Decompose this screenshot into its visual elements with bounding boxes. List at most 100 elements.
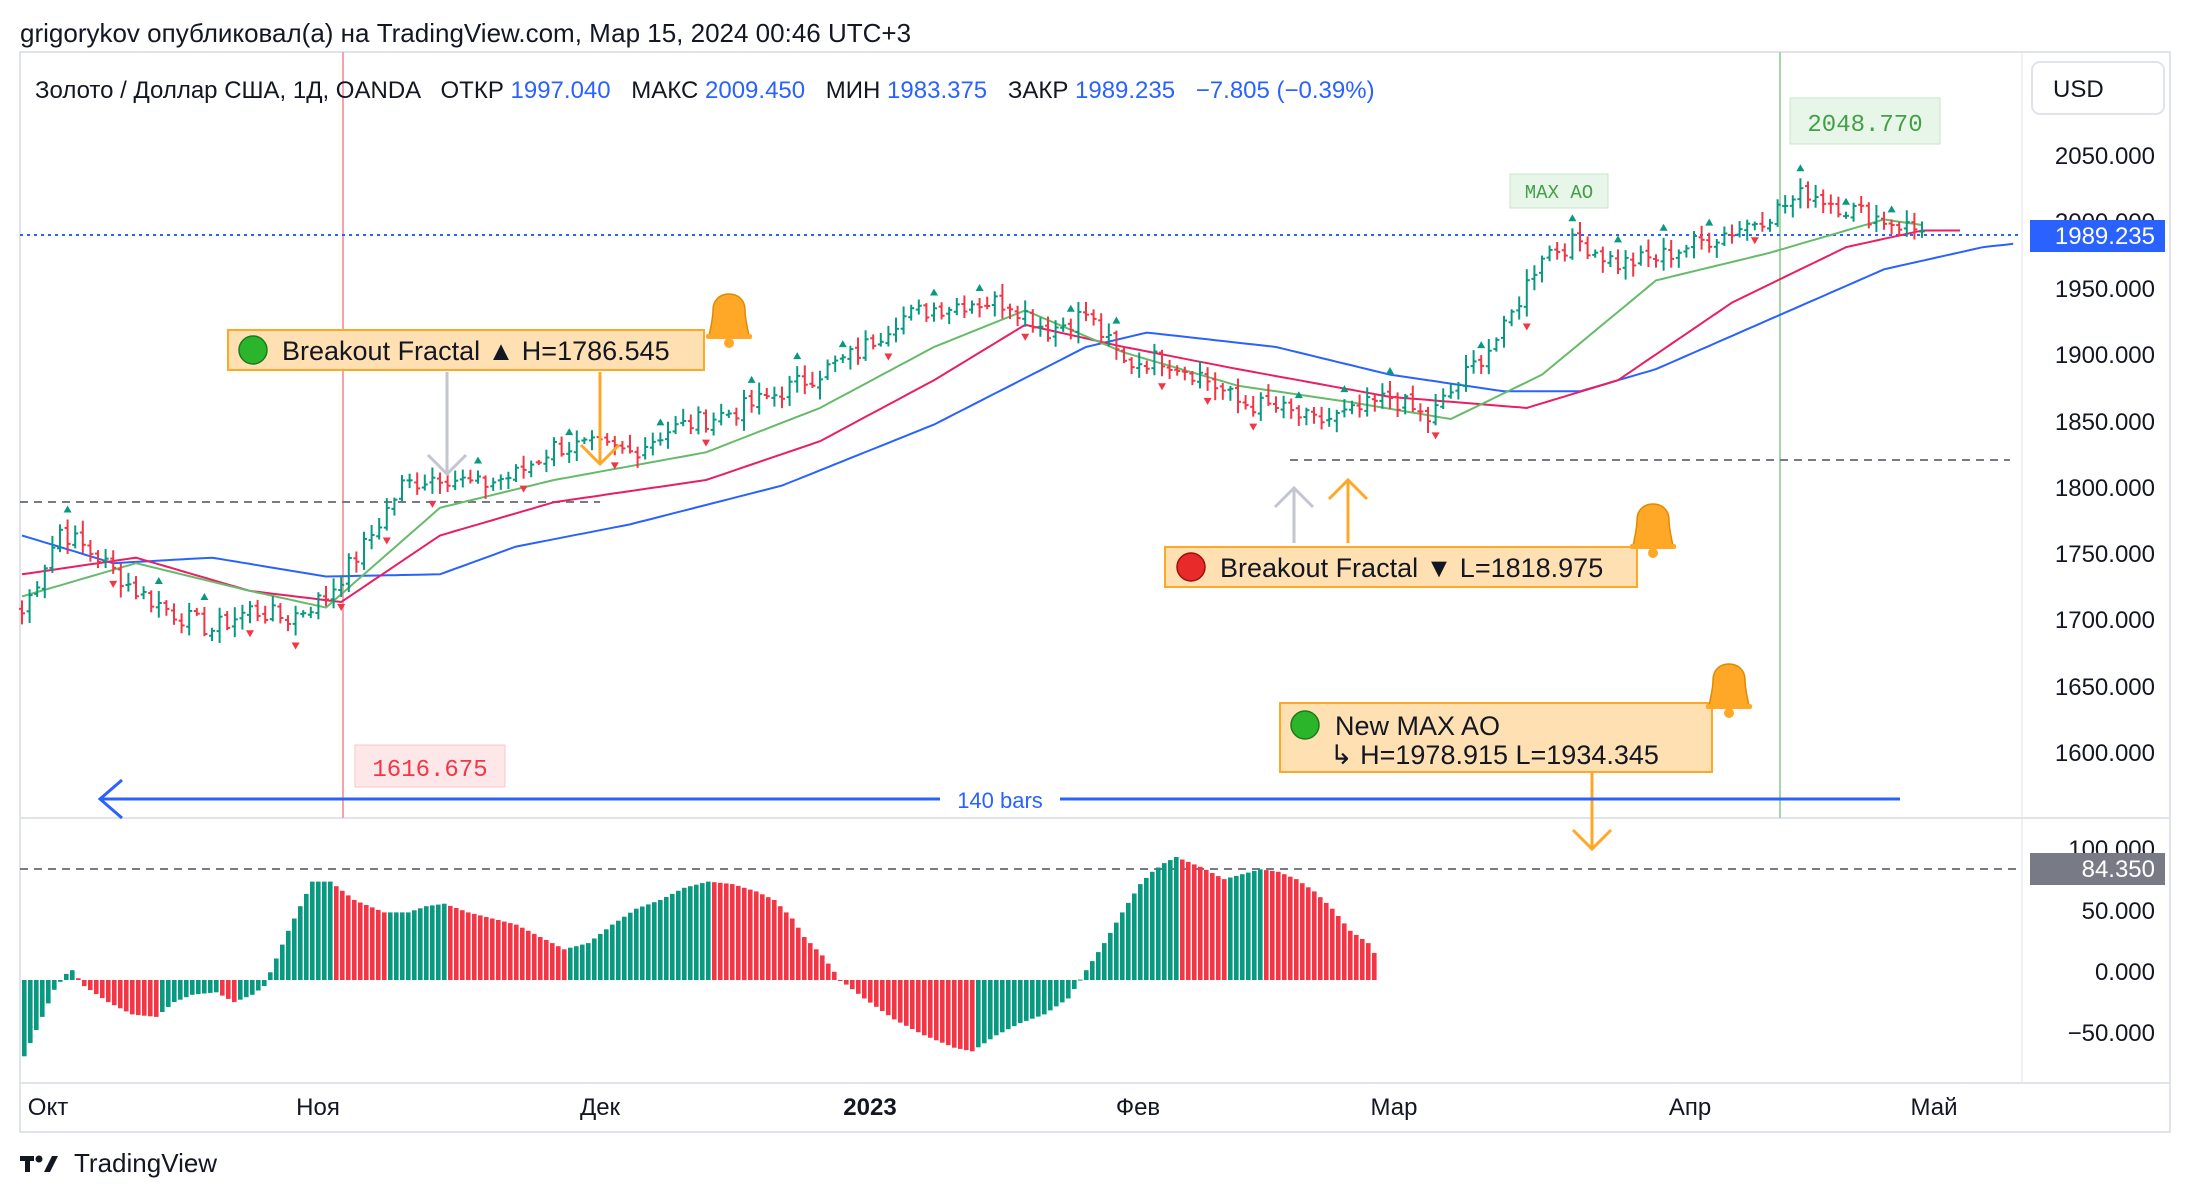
fractal-down-marker (109, 580, 118, 588)
price-bar (399, 474, 405, 502)
price-bar (490, 477, 497, 491)
ao-bar (1030, 980, 1035, 1019)
ma_red-line (21, 229, 1960, 604)
ao-bar (916, 980, 921, 1033)
ao-bar (508, 923, 513, 980)
candlesticks (19, 178, 1925, 643)
price-bar (665, 421, 671, 449)
price-bar (809, 371, 816, 389)
ao-bar (670, 893, 675, 980)
new-max-ao-annotation[interactable]: New MAX AO ↳ H=1978.915 L=1934.345 (1279, 702, 1713, 773)
price-bar (414, 472, 421, 495)
price-bar (923, 303, 930, 322)
time-tick: Фев (1116, 1094, 1160, 1121)
price-bar (558, 436, 565, 457)
ao-bar (904, 980, 909, 1026)
price-bar (855, 337, 861, 365)
price-bar (999, 283, 1006, 319)
price-bar (1189, 371, 1196, 386)
ao-bar (556, 946, 561, 980)
bell-icon[interactable] (706, 293, 752, 348)
price-bar (756, 382, 763, 415)
tradingview-logo[interactable]: TradingView (20, 1148, 217, 1179)
ao-bar (232, 980, 237, 1003)
ao-bar (688, 886, 693, 980)
ao-bar (502, 921, 507, 980)
price-tick: 1950.000 (2055, 276, 2155, 303)
price-bar (361, 531, 367, 570)
price-bar (1873, 204, 1880, 232)
ao-bar (1048, 980, 1053, 1011)
gray-arrow-down (426, 372, 468, 477)
ao-bar (760, 894, 765, 980)
price-bar (216, 607, 223, 643)
price-bar (1744, 219, 1751, 241)
price-bar (703, 409, 709, 433)
ao-bar (1132, 893, 1137, 980)
ao-bar (40, 980, 45, 1017)
fractal-up-marker (1796, 164, 1805, 172)
fractal-up-marker (474, 456, 482, 464)
ao-bar (400, 912, 405, 980)
ao-bar (34, 980, 39, 1030)
price-bar (1592, 249, 1599, 258)
price-bar (520, 455, 527, 479)
price-bar (627, 434, 633, 454)
price-bar (1250, 395, 1257, 417)
price-bar (733, 407, 740, 426)
fractal-down-marker (1522, 323, 1531, 331)
ao-bar (286, 930, 291, 980)
ao-bar (550, 943, 555, 980)
ao-bar (532, 933, 537, 980)
price-bar (49, 535, 56, 573)
price-bar (26, 589, 33, 623)
price-bar (1060, 317, 1067, 332)
currency-button[interactable]: USD (2031, 61, 2165, 115)
breakout-up-annotation[interactable]: Breakout Fractal ▲ H=1786.545 (227, 329, 705, 371)
ao-bar (976, 980, 981, 1048)
bell-icon[interactable] (1630, 503, 1676, 558)
price-bar (589, 430, 595, 451)
price-bar (1493, 337, 1500, 352)
ao-bar (88, 980, 93, 991)
fractal-up-marker (1294, 391, 1303, 399)
price-bar (1425, 406, 1431, 434)
ao-bar (562, 949, 567, 981)
breakout-down-annotation[interactable]: Breakout Fractal ▼ L=1818.975 (1164, 546, 1638, 588)
fractal-up-marker (154, 577, 163, 585)
fractal-down-marker (1158, 383, 1166, 391)
price-bar (991, 291, 998, 317)
ao-bar (46, 980, 51, 1004)
price-bar (528, 460, 535, 478)
ao-bar (1228, 877, 1233, 980)
price-bar (1387, 380, 1393, 410)
fractal-up-marker (63, 505, 72, 513)
price-bar (725, 409, 732, 418)
ao-tick: 0.000 (2095, 959, 2155, 986)
ao-bar (598, 933, 603, 980)
ao-bar (1162, 863, 1167, 980)
time-tick: Мар (1371, 1094, 1418, 1121)
fractal-down-marker (1431, 432, 1440, 440)
bell-icon[interactable] (1706, 663, 1752, 718)
price-bar (102, 549, 109, 568)
ao-bar (436, 904, 441, 980)
price-bar (231, 607, 238, 638)
price-bar (551, 437, 557, 467)
ao-bar (892, 980, 897, 1020)
price-bar (1812, 184, 1819, 208)
price-bar (1485, 338, 1492, 375)
fractal-down-marker (1203, 397, 1212, 405)
ao-bar (310, 881, 315, 980)
ao-bar (1186, 861, 1191, 980)
price-bar (543, 449, 550, 473)
price-bar (186, 602, 193, 636)
price-bar (1045, 316, 1051, 342)
price-bar (1827, 194, 1834, 214)
symbol-legend[interactable]: Золото / Доллар США, 1Д, OANDA ОТКР 1997… (35, 77, 1375, 104)
ao-bar (1066, 980, 1071, 999)
price-bar (748, 389, 755, 413)
time-axis[interactable]: Окт Ноя Дек 2023 Фев Мар Апр Май (28, 1094, 1958, 1121)
price-bar (1501, 315, 1507, 348)
